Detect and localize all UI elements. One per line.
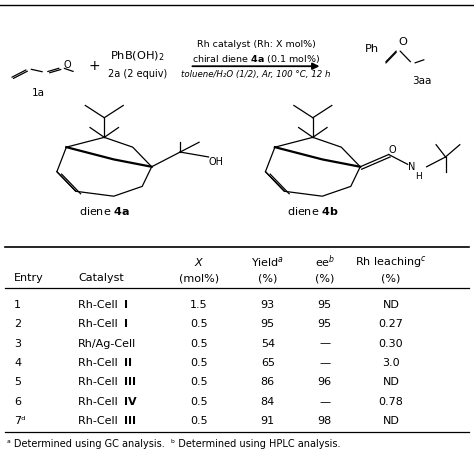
Text: Entry: Entry [14,273,44,283]
Text: —: — [319,358,330,368]
Text: 95: 95 [261,319,275,329]
Text: 0.5: 0.5 [190,378,208,387]
Text: O: O [64,60,72,70]
Text: IV: IV [125,397,137,407]
Text: Rh/Ag-Cell: Rh/Ag-Cell [78,338,137,349]
Text: 95: 95 [318,300,332,310]
Text: 0.5: 0.5 [190,397,208,407]
Text: (%): (%) [258,273,277,283]
Text: 95: 95 [318,319,332,329]
Text: ND: ND [383,378,400,387]
Text: III: III [125,378,137,387]
Text: chiral diene $\mathbf{4a}$ (0.1 mol%): chiral diene $\mathbf{4a}$ (0.1 mol%) [192,53,320,65]
Text: Yield$^{a}$: Yield$^{a}$ [251,255,284,269]
Text: (%): (%) [315,273,334,283]
Text: I: I [125,319,128,329]
Text: 2: 2 [14,319,21,329]
Text: Rh-Cell: Rh-Cell [78,300,121,310]
Text: 1.5: 1.5 [190,300,208,310]
Text: $X$: $X$ [194,256,204,268]
Text: 0.5: 0.5 [190,319,208,329]
Text: 3aa: 3aa [412,76,431,86]
Text: O: O [389,144,396,155]
Text: Catalyst: Catalyst [78,273,124,283]
Text: 91: 91 [261,416,275,426]
Text: —: — [319,338,330,349]
Text: 84: 84 [261,397,275,407]
Text: Ph: Ph [365,44,379,54]
Text: 86: 86 [261,378,275,387]
Text: 0.5: 0.5 [190,416,208,426]
Text: 3: 3 [14,338,21,349]
Text: Rh catalyst (Rh: X mol%): Rh catalyst (Rh: X mol%) [197,40,315,49]
Text: 0.5: 0.5 [190,358,208,368]
Text: 98: 98 [318,416,332,426]
Text: III: III [125,416,137,426]
Text: Rh-Cell: Rh-Cell [78,416,121,426]
Text: diene $\mathbf{4b}$: diene $\mathbf{4b}$ [287,205,338,217]
Text: 1: 1 [14,300,21,310]
Text: O: O [398,37,407,47]
Text: Rh leaching$^{c}$: Rh leaching$^{c}$ [355,254,427,270]
Text: 0.5: 0.5 [190,338,208,349]
Text: 96: 96 [318,378,332,387]
Text: 0.78: 0.78 [379,397,403,407]
Text: ND: ND [383,416,400,426]
Text: (%): (%) [382,273,401,283]
Text: +: + [89,59,100,73]
Text: I: I [125,300,128,310]
Text: ee$^{b}$: ee$^{b}$ [315,253,335,270]
Text: 5: 5 [14,378,21,387]
Text: diene $\mathbf{4a}$: diene $\mathbf{4a}$ [79,205,130,217]
Text: 2a (2 equiv): 2a (2 equiv) [108,68,167,79]
Text: H: H [415,172,421,181]
Text: OH: OH [209,157,224,167]
Text: 7ᵈ: 7ᵈ [14,416,26,426]
Text: Rh-Cell: Rh-Cell [78,358,121,368]
Text: 54: 54 [261,338,275,349]
Text: ᵃ Determined using GC analysis.  ᵇ Determined using HPLC analysis.: ᵃ Determined using GC analysis. ᵇ Determ… [7,439,341,449]
Text: 1a: 1a [31,88,45,98]
Text: Rh-Cell: Rh-Cell [78,397,121,407]
Text: 3.0: 3.0 [382,358,400,368]
Text: —: — [319,397,330,407]
Text: 65: 65 [261,358,275,368]
Text: 0.27: 0.27 [379,319,403,329]
Text: ND: ND [383,300,400,310]
Text: Rh-Cell: Rh-Cell [78,319,121,329]
Text: Rh-Cell: Rh-Cell [78,378,121,387]
Text: 0.30: 0.30 [379,338,403,349]
Text: PhB(OH)$_2$: PhB(OH)$_2$ [110,50,165,63]
Text: 4: 4 [14,358,21,368]
Text: 93: 93 [261,300,275,310]
Text: N: N [408,162,415,172]
Text: (mol%): (mol%) [179,273,219,283]
Text: 6: 6 [14,397,21,407]
Text: toluene/H₂O (1/2), Ar, 100 °C, 12 h: toluene/H₂O (1/2), Ar, 100 °C, 12 h [181,70,331,79]
Text: II: II [125,358,132,368]
